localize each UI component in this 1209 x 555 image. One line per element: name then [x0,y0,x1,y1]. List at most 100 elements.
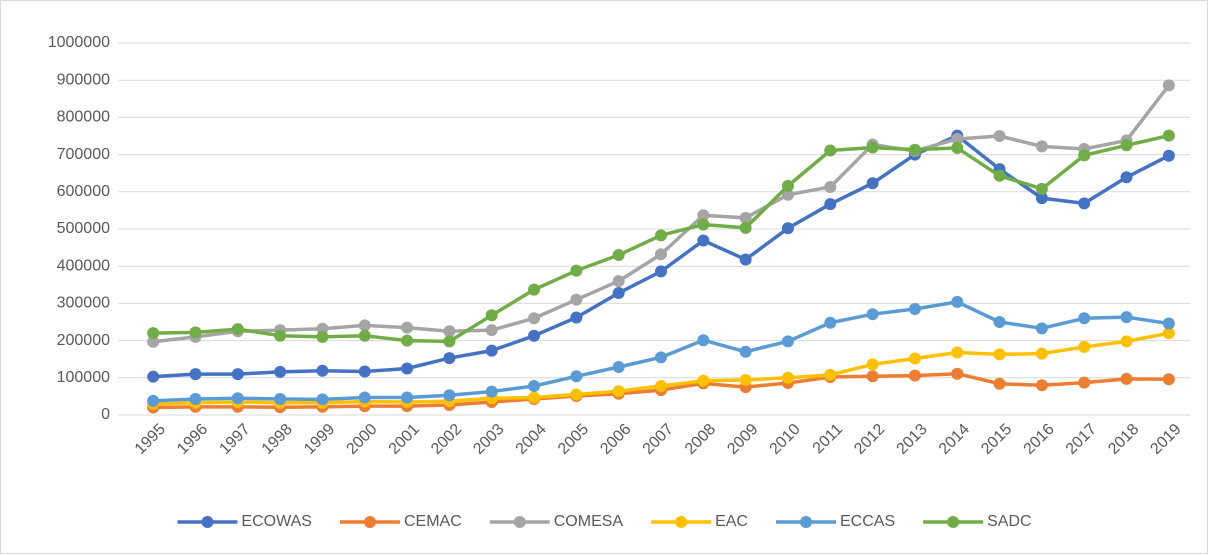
data-point [993,130,1006,142]
data-point [781,188,794,201]
data-point [655,351,667,364]
data-point [1162,129,1175,142]
data-point [401,334,414,347]
data-point [612,286,625,299]
data-point [739,345,752,358]
legend-marker [799,516,812,528]
data-point [866,141,879,154]
legend-marker [513,516,526,528]
data-point [612,361,625,374]
data-point [1035,347,1048,360]
data-point [697,334,710,347]
data-point [655,379,667,392]
legend-label: EAC [715,513,748,530]
data-point [358,319,371,332]
data-point [274,393,287,406]
data-point [1035,182,1048,195]
data-point [824,198,837,211]
data-point [401,362,414,375]
data-point [443,389,456,402]
data-point [655,248,667,261]
legend: ECOWAS CEMAC COMESA EAC ECCAS SADC [177,513,1032,530]
data-point [570,293,583,306]
data-point [612,385,625,398]
data-point [908,352,921,365]
data-point [231,368,244,381]
data-point [951,132,964,145]
data-point [824,316,837,329]
data-point [866,308,879,321]
data-point [1078,376,1091,389]
data-point [951,141,964,154]
data-point [358,329,371,342]
data-point [274,329,287,342]
data-point [316,393,329,406]
data-point [528,379,541,392]
y-tick-label: 300000 [57,295,110,312]
data-point [1078,340,1091,353]
data-point [1078,197,1091,210]
y-tick-label: 500000 [57,220,110,237]
data-point [1035,140,1048,153]
data-point [1162,327,1175,340]
data-point [1035,192,1048,205]
y-tick-label: 400000 [57,257,110,274]
data-point [824,368,837,381]
data-point [866,177,879,190]
data-point [147,327,160,340]
data-point [1162,149,1175,162]
data-point [189,368,202,381]
legend-marker [201,516,214,528]
data-point [697,374,710,387]
data-point [908,143,921,156]
data-point [781,222,794,235]
data-point [739,374,752,387]
data-point [612,249,625,262]
data-point [697,209,710,222]
data-point [824,144,837,157]
data-point [1120,171,1133,184]
y-tick-label: 700000 [57,146,110,163]
data-point [1120,372,1133,385]
legend-marker [675,516,688,528]
data-point [528,312,541,325]
y-tick-label: 600000 [57,183,110,200]
y-tick-label: 1000000 [48,34,110,51]
legend-label: ECOWAS [241,513,312,530]
data-point [485,385,498,398]
data-point [316,330,329,343]
data-point [316,364,329,377]
data-point [993,348,1006,361]
data-point [993,169,1006,182]
legend-label: SADC [987,513,1031,530]
data-point [570,388,583,401]
data-point [1078,149,1091,162]
data-point [570,264,583,277]
data-point [443,352,456,365]
data-point [570,311,583,324]
legend-marker [363,516,376,528]
data-point [1035,379,1048,392]
data-point [655,229,667,242]
data-point [485,309,498,322]
data-point [993,316,1006,328]
y-tick-label: 100000 [57,369,110,386]
data-point [739,221,752,234]
data-point [401,321,414,334]
data-point [528,391,541,404]
data-point [443,325,456,338]
data-point [1120,311,1133,324]
data-point [697,218,710,231]
data-point [612,275,625,288]
data-point [866,370,879,383]
data-point [1120,139,1133,152]
data-point [1120,335,1133,348]
data-point [908,369,921,382]
data-point [951,346,964,359]
data-point [781,371,794,384]
data-point [1078,312,1091,325]
data-point [908,302,921,315]
data-point [739,211,752,224]
legend-label: COMESA [554,513,624,530]
